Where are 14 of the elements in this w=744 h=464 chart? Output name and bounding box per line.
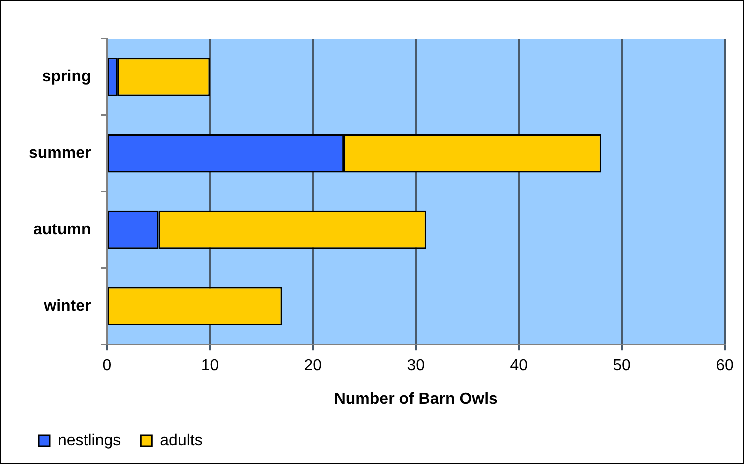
x-tick-label: 30 xyxy=(407,358,426,375)
x-tick-label: 40 xyxy=(510,358,528,375)
y-tick-label: winter xyxy=(43,298,92,315)
y-tick-label: spring xyxy=(42,68,92,86)
x-tick-label: 50 xyxy=(613,358,632,375)
x-tick-label: 0 xyxy=(102,358,112,375)
y-tick-label: summer xyxy=(29,145,92,162)
x-axis-title: Number of Barn Owls xyxy=(334,390,498,408)
x-tick-label: 20 xyxy=(304,358,322,375)
x-tick-label: 10 xyxy=(201,358,220,375)
x-tick-label: 60 xyxy=(716,358,734,375)
legend-label: nestlings xyxy=(58,432,122,450)
legend-label: adults xyxy=(160,432,203,450)
y-tick-label: autumn xyxy=(33,221,92,238)
